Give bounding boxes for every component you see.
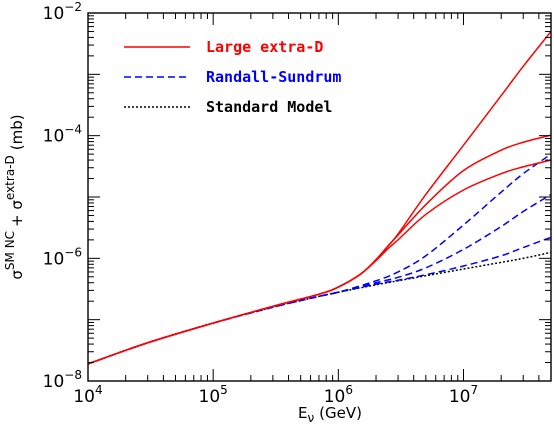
x-tick-label-base: 10 — [324, 387, 346, 407]
y-tick-label: 10−6 — [43, 245, 82, 269]
x-tick-label: 104 — [73, 383, 102, 407]
x-tick-label-exp: 6 — [345, 383, 353, 397]
y-axis-unit: (mb) — [8, 114, 26, 150]
y-tick-label: 10−2 — [43, 0, 82, 24]
y-tick-label-base: 10 — [43, 249, 65, 269]
y-axis-sup-extra: extra-D — [3, 155, 17, 200]
y-axis-title: σSM NC + σextra-D (mb) — [3, 114, 26, 279]
x-axis-subscript: ν — [307, 411, 314, 425]
x-tick-label-exp: 4 — [95, 383, 103, 397]
curves-layer — [88, 30, 551, 365]
y-tick-label-exp: −8 — [64, 368, 82, 382]
legend-label: Standard Model — [206, 98, 332, 116]
ticks-layer — [87, 12, 552, 382]
x-tick-label: 105 — [199, 383, 228, 407]
x-axis-label: E — [298, 404, 307, 422]
x-tick-label-exp: 5 — [220, 383, 228, 397]
x-tick-label-exp: 7 — [471, 383, 479, 397]
series-line-standard-model-6 — [88, 251, 551, 365]
x-tick-label-base: 10 — [199, 387, 221, 407]
legend: Large extra-D Randall-Sundrum Standard Mod… — [124, 38, 341, 116]
series-line-randall-sundrum-5 — [88, 236, 551, 365]
x-axis-unit: (GeV) — [319, 404, 362, 422]
x-axis-title: Eν (GeV) — [298, 404, 362, 425]
x-tick-label-base: 10 — [449, 387, 471, 407]
series-line-randall-sundrum-4 — [88, 193, 551, 365]
x-tick-label: 106 — [324, 383, 353, 407]
y-tick-label-exp: −6 — [64, 245, 82, 259]
legend-label: Large extra-D — [206, 38, 323, 56]
x-tick-label-base: 10 — [73, 387, 95, 407]
y-tick-label: 10−8 — [43, 368, 82, 392]
series-line-large-extra-d-2 — [88, 159, 551, 365]
y-tick-label-base: 10 — [43, 372, 65, 392]
y-tick-label-base: 10 — [43, 4, 65, 24]
y-tick-label-exp: −2 — [64, 0, 82, 14]
series-line-randall-sundrum-3 — [88, 153, 551, 365]
y-axis-sup-sm: SM NC — [3, 231, 17, 270]
y-tick-label-exp: −4 — [64, 123, 82, 137]
series-line-large-extra-d-1 — [88, 134, 551, 365]
y-tick-label: 10−4 — [43, 123, 82, 147]
legend-label: Randall-Sundrum — [206, 68, 341, 86]
y-axis-plus: + σ — [8, 200, 26, 227]
y-axis-label: σ — [8, 270, 26, 280]
x-tick-label: 107 — [449, 383, 478, 407]
y-tick-label-base: 10 — [43, 127, 65, 147]
